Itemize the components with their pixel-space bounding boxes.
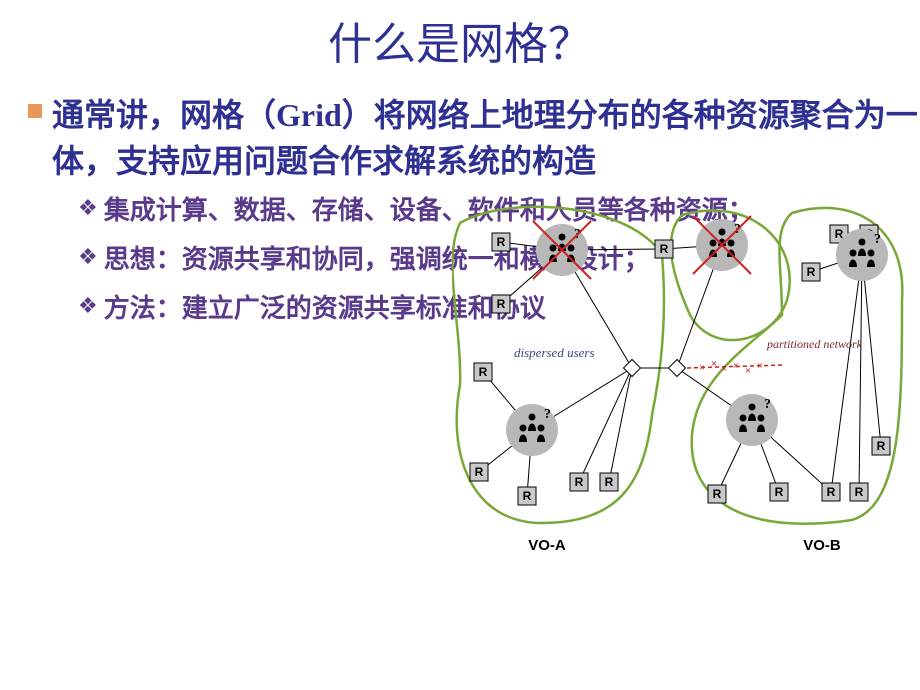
svg-text:partitioned network: partitioned network — [766, 337, 863, 351]
grid-network-diagram: ××××××RRRRRRRRRRRRRRRR?????dispersed use… — [452, 200, 912, 570]
svg-text:R: R — [575, 475, 584, 489]
svg-text:R: R — [605, 475, 614, 489]
svg-text:?: ? — [874, 232, 881, 247]
svg-text:VO-B: VO-B — [803, 537, 841, 554]
svg-text:?: ? — [544, 407, 551, 422]
svg-text:R: R — [713, 487, 722, 501]
svg-text:R: R — [877, 439, 886, 453]
svg-text:×: × — [757, 360, 763, 372]
svg-text:×: × — [733, 360, 739, 372]
page-title: 什么是网格？ — [0, 0, 920, 72]
main-bullet-text: 通常讲，网格（Grid）将网络上地理分布的各种资源聚合为一体，支持应用问题合作求… — [52, 92, 920, 185]
svg-text:R: R — [855, 485, 864, 499]
diagram-svg: ××××××RRRRRRRRRRRRRRRR?????dispersed use… — [452, 200, 912, 570]
svg-text:dispersed users: dispersed users — [514, 345, 595, 360]
svg-text:×: × — [745, 365, 751, 377]
svg-text:?: ? — [764, 397, 771, 412]
main-bullet: 通常讲，网格（Grid）将网络上地理分布的各种资源聚合为一体，支持应用问题合作求… — [28, 92, 920, 185]
svg-text:R: R — [497, 235, 506, 249]
title-text: 什么是网格？ — [328, 20, 592, 69]
svg-text:R: R — [497, 297, 506, 311]
bullet-square-icon — [28, 104, 42, 118]
svg-text:R: R — [775, 485, 784, 499]
diamond-icon: ❖ — [78, 244, 98, 270]
svg-text:×: × — [721, 363, 727, 375]
grid-english: Grid — [276, 97, 342, 133]
diamond-icon: ❖ — [78, 293, 98, 319]
svg-text:R: R — [827, 485, 836, 499]
svg-text:R: R — [523, 489, 532, 503]
svg-text:R: R — [475, 465, 484, 479]
diamond-icon: ❖ — [78, 195, 98, 221]
svg-text:R: R — [660, 242, 669, 256]
main-text-p1: 通常讲，网格（ — [52, 97, 276, 133]
svg-text:R: R — [479, 365, 488, 379]
svg-text:VO-A: VO-A — [528, 537, 566, 554]
svg-text:R: R — [807, 265, 816, 279]
svg-text:×: × — [711, 358, 717, 370]
svg-text:×: × — [699, 362, 705, 374]
